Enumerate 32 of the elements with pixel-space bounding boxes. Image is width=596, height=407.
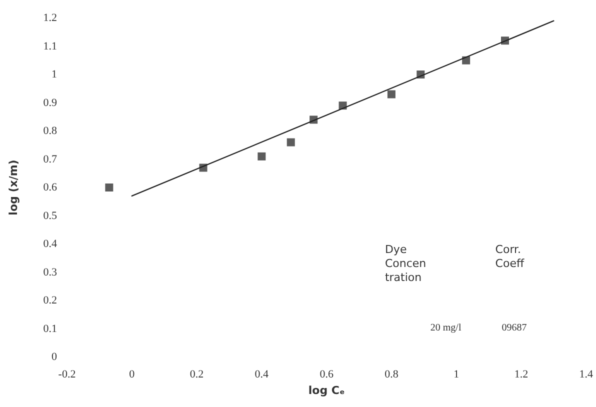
x-tick-label: 0.8	[384, 368, 399, 380]
y-tick-label: 0.6	[43, 182, 58, 194]
point	[286, 138, 295, 146]
y-tick-label: 0	[52, 351, 58, 363]
y-tick-label: 0.9	[43, 96, 58, 109]
y-tick-label: 0.3	[43, 266, 58, 278]
y-tick-label: 0.8	[43, 125, 58, 137]
y-tick-label: 0.7	[43, 153, 58, 166]
x-tick-label: 0.4	[254, 368, 270, 380]
y-tick-label: 0.2	[43, 294, 57, 306]
point	[387, 90, 396, 98]
y-tick-label: 1.2	[43, 12, 57, 24]
x-tick-label: 0	[129, 368, 136, 380]
point	[258, 152, 266, 160]
annotation: Dye Concentration	[384, 243, 426, 284]
x-tick-label: 1.4	[579, 368, 594, 380]
y-axis-title: log (x/m)	[7, 160, 20, 216]
x-tick-label: 1	[454, 368, 460, 380]
annotation: Corr. Coeff	[495, 243, 525, 270]
point	[105, 184, 114, 192]
x-tick-label: 1.2	[514, 368, 528, 380]
y-tick-label: 1	[52, 68, 57, 80]
x-axis-title: log Cₑ	[308, 384, 345, 397]
annotation: 09687	[502, 322, 527, 334]
y-tick-label: 0.5	[43, 210, 58, 222]
y-tick-label: 1.1	[43, 40, 57, 52]
annotation: 20 mg/l	[430, 322, 462, 334]
y-tick-label: 0.1	[43, 322, 57, 335]
y-tick-label: 0.4	[43, 238, 58, 250]
x-tick-label: -0.2	[58, 368, 76, 380]
x-tick-label: 0.6	[320, 368, 334, 380]
x-tick-label: 0.2	[190, 368, 204, 380]
